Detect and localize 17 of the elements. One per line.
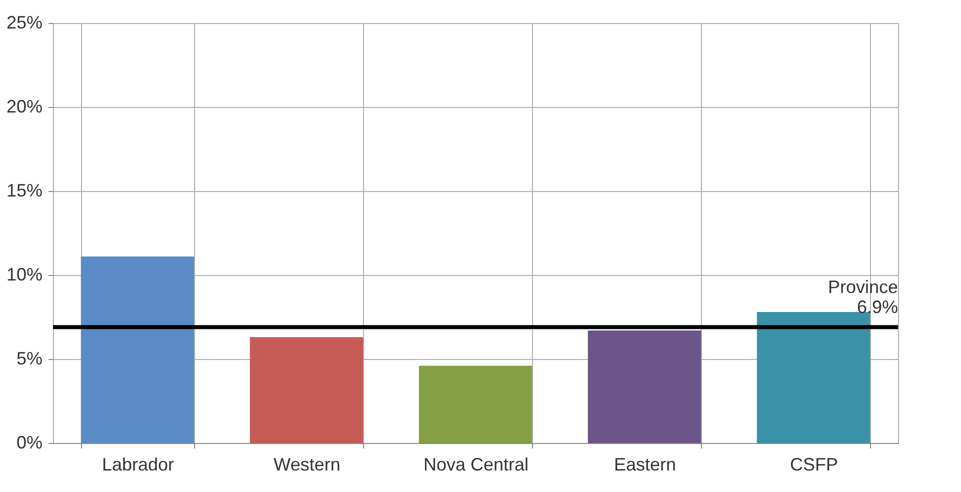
ref-line-label: Province 6.9% bbox=[828, 277, 898, 318]
x-tick-label: Labrador bbox=[102, 454, 174, 474]
bar bbox=[80, 256, 194, 443]
bar bbox=[588, 330, 702, 443]
x-tick-label: Eastern bbox=[614, 454, 676, 474]
x-tick-label: Nova Central bbox=[423, 454, 529, 474]
x-tick-label: Western bbox=[274, 454, 340, 474]
y-tick-label: 10% bbox=[6, 264, 42, 284]
bar bbox=[250, 337, 364, 443]
y-tick-label: 5% bbox=[16, 348, 42, 368]
bar bbox=[418, 366, 532, 443]
y-tick-label: 25% bbox=[6, 12, 42, 32]
y-tick-label: 20% bbox=[6, 96, 42, 116]
y-tick-label: 15% bbox=[6, 180, 42, 200]
y-tick-label: 0% bbox=[16, 432, 42, 452]
bar bbox=[756, 312, 870, 443]
x-tick-label: CSFP bbox=[790, 454, 838, 474]
